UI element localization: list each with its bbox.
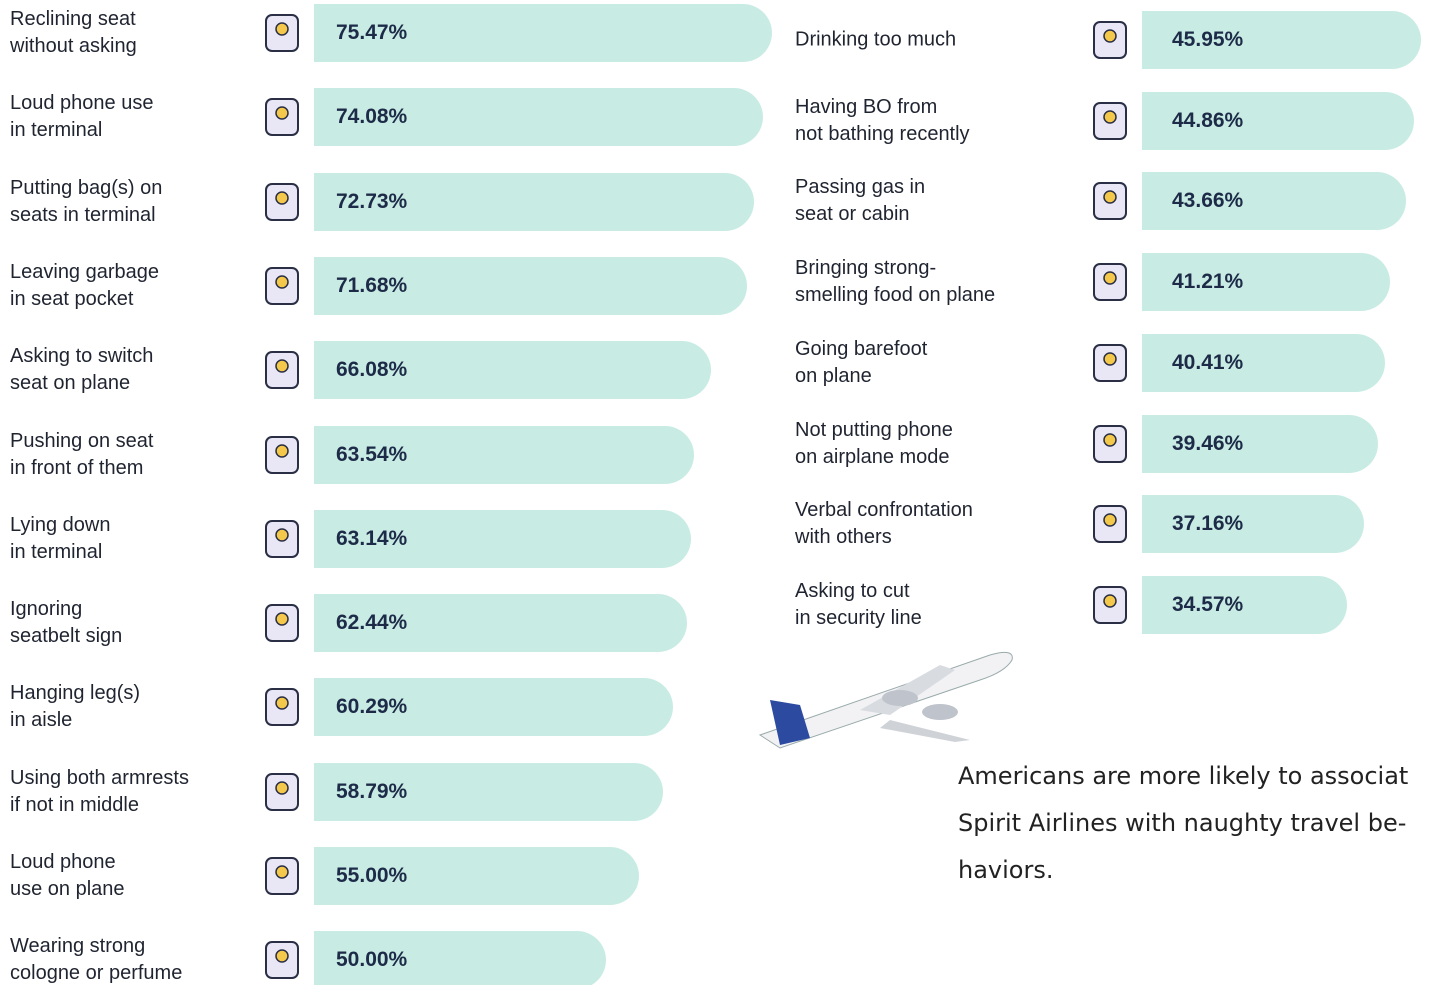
icon-glyph (252, 593, 314, 653)
icon (1080, 575, 1142, 635)
value-label: 43.66% (1172, 189, 1243, 213)
icon (252, 3, 314, 63)
icon-glyph (252, 3, 314, 63)
value-label: 62.44% (336, 611, 407, 635)
icon-glyph (1080, 414, 1142, 474)
value-label: 72.73% (336, 190, 407, 214)
icon-glyph (252, 930, 314, 985)
category-label: Ignoring seatbelt sign (10, 596, 122, 650)
icon (252, 425, 314, 485)
icon (252, 677, 314, 737)
icon-glyph (252, 172, 314, 232)
icon (1080, 414, 1142, 474)
icon (1080, 171, 1142, 231)
icon-glyph (1080, 333, 1142, 393)
icon-glyph (252, 87, 314, 147)
icon-glyph (1080, 575, 1142, 635)
category-label: Pushing on seat in front of them (10, 428, 153, 482)
category-label: Loud phone use on plane (10, 849, 125, 903)
infographic: Reclining seat without asking 75.47% Loud … (0, 0, 1452, 985)
category-label: Verbal confrontation with others (795, 497, 973, 551)
value-label: 44.86% (1172, 109, 1243, 133)
icon (252, 593, 314, 653)
value-label: 66.08% (336, 358, 407, 382)
category-label: Not putting phone on airplane mode (795, 417, 953, 471)
value-label: 74.08% (336, 105, 407, 129)
bar (1122, 253, 1390, 311)
category-label: Bringing strong- smelling food on plane (795, 255, 995, 309)
value-label: 60.29% (336, 695, 407, 719)
icon-glyph (252, 846, 314, 906)
icon (252, 846, 314, 906)
category-label: Asking to switch seat on plane (10, 343, 153, 397)
icon (252, 340, 314, 400)
value-label: 58.79% (336, 780, 407, 804)
icon (252, 256, 314, 316)
note-text: Spirit Airlines with naughty travel be- (958, 809, 1406, 837)
value-label: 41.21% (1172, 270, 1243, 294)
category-label: Loud phone use in terminal (10, 90, 153, 144)
icon-glyph (252, 677, 314, 737)
value-label: 75.47% (336, 21, 407, 45)
category-label: Reclining seat without asking (10, 6, 137, 60)
icon (252, 87, 314, 147)
icon-glyph (1080, 91, 1142, 151)
bar (281, 931, 606, 985)
icon-glyph (1080, 10, 1142, 70)
value-label: 39.46% (1172, 432, 1243, 456)
airplane-illustration (740, 630, 1020, 760)
category-label: Drinking too much (795, 27, 956, 54)
value-label: 34.57% (1172, 593, 1243, 617)
value-label: 63.54% (336, 443, 407, 467)
value-label: 63.14% (336, 527, 407, 551)
category-label: Hanging leg(s) in aisle (10, 680, 140, 734)
bar (1122, 11, 1421, 69)
icon-glyph (252, 425, 314, 485)
icon (252, 762, 314, 822)
bar (1122, 334, 1385, 392)
icon-glyph (1080, 252, 1142, 312)
icon-glyph (252, 340, 314, 400)
value-label: 55.00% (336, 864, 407, 888)
icon (252, 172, 314, 232)
note-text: Americans are more likely to associat (958, 762, 1408, 790)
icon-glyph (252, 256, 314, 316)
category-label: Putting bag(s) on seats in terminal (10, 175, 162, 229)
bar (1122, 172, 1406, 230)
icon (252, 509, 314, 569)
bar (281, 847, 639, 905)
icon (1080, 333, 1142, 393)
category-label: Using both armrests if not in middle (10, 765, 189, 819)
value-label: 50.00% (336, 948, 407, 972)
icon (252, 930, 314, 985)
bar (1122, 92, 1414, 150)
value-label: 40.41% (1172, 351, 1243, 375)
icon-glyph (1080, 171, 1142, 231)
category-label: Wearing strong cologne or perfume (10, 933, 182, 985)
icon (1080, 252, 1142, 312)
category-label: Having BO from not bathing recently (795, 94, 970, 148)
category-label: Asking to cut in security line (795, 578, 922, 632)
category-label: Lying down in terminal (10, 512, 110, 566)
value-label: 71.68% (336, 274, 407, 298)
icon (1080, 91, 1142, 151)
category-label: Passing gas in seat or cabin (795, 174, 925, 228)
category-label: Going barefoot on plane (795, 336, 927, 390)
icon-glyph (1080, 494, 1142, 554)
value-label: 45.95% (1172, 28, 1243, 52)
bar (1122, 415, 1378, 473)
icon (1080, 494, 1142, 554)
icon-glyph (252, 509, 314, 569)
icon-glyph (252, 762, 314, 822)
value-label: 37.16% (1172, 512, 1243, 536)
category-label: Leaving garbage in seat pocket (10, 259, 159, 313)
icon (1080, 10, 1142, 70)
note-text: haviors. (958, 856, 1053, 884)
